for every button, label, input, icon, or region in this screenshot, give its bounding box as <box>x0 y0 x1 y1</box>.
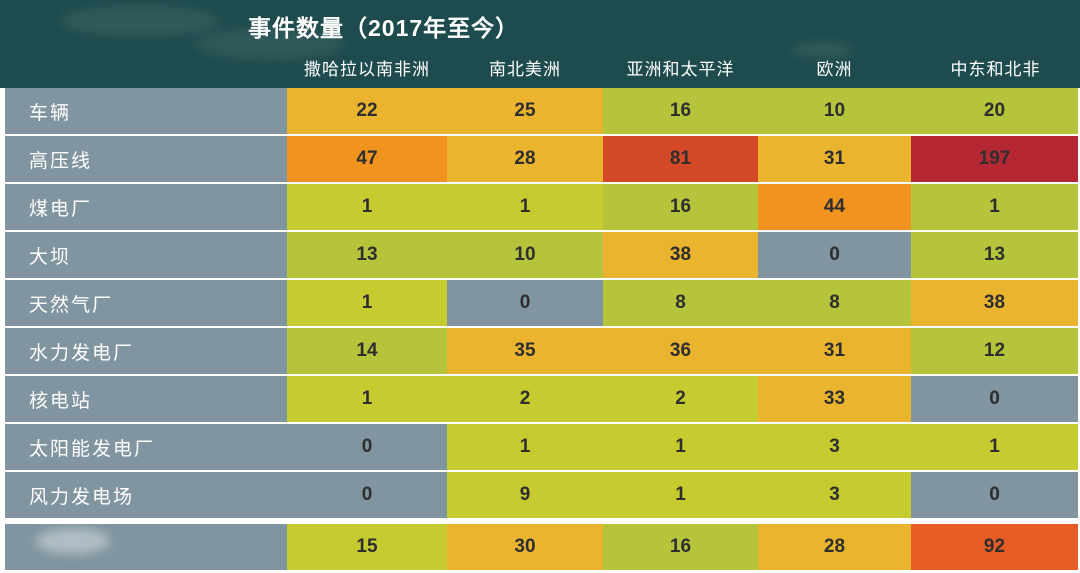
heatmap-cell: 1 <box>911 184 1078 230</box>
heatmap-cell: 15 <box>287 524 447 570</box>
heatmap-cell: 16 <box>603 184 758 230</box>
column-header-asia-pacific: 亚洲和太平洋 <box>626 60 735 79</box>
heatmap-cell: 0 <box>447 280 603 326</box>
heatmap-cell: 1 <box>287 376 447 422</box>
heatmap-cell: 30 <box>447 524 603 570</box>
heatmap-cell: 1 <box>447 424 603 470</box>
table-row: 煤电厂 1 1 16 44 1 <box>5 184 1078 230</box>
table-row: 核电站 1 2 2 33 0 <box>5 376 1078 422</box>
column-header-europe: 欧洲 <box>816 60 853 79</box>
heatmap-cell: 31 <box>758 328 911 374</box>
heatmap-cell: 13 <box>287 232 447 278</box>
heatmap-cell: 47 <box>287 136 447 182</box>
heatmap-cell: 197 <box>911 136 1078 182</box>
heatmap-cell: 81 <box>603 136 758 182</box>
heatmap-cell: 25 <box>447 88 603 134</box>
column-header-americas: 南北美洲 <box>489 60 561 79</box>
row-label: 太阳能发电厂 <box>5 424 287 470</box>
column-header-sub-saharan-africa: 撒哈拉以南非洲 <box>304 60 430 79</box>
heatmap-rows: 车辆 22 25 16 10 20 高压线 47 28 81 31 197 煤电厂 1 1 16 44 1 大坝 13… <box>0 88 1080 572</box>
heatmap-cell: 12 <box>911 328 1078 374</box>
heatmap-cell: 1 <box>911 424 1078 470</box>
row-label: 车辆 <box>5 88 287 134</box>
table-header: 事件数量（2017年至今） 撒哈拉以南非洲 南北美洲 亚洲和太平洋 欧洲 中东和… <box>0 0 1080 88</box>
heatmap-cell: 2 <box>447 376 603 422</box>
heatmap-cell: 92 <box>911 524 1078 570</box>
heatmap-cell: 22 <box>287 88 447 134</box>
heatmap-cell: 0 <box>758 232 911 278</box>
table-row: 大坝 13 10 38 0 13 <box>5 232 1078 278</box>
heatmap-cell: 13 <box>911 232 1078 278</box>
heatmap-cell: 14 <box>287 328 447 374</box>
heatmap-cell: 36 <box>603 328 758 374</box>
heatmap-cell: 2 <box>603 376 758 422</box>
heatmap-cell: 16 <box>603 524 758 570</box>
heatmap-cell: 1 <box>287 280 447 326</box>
table-row: 15 30 16 28 92 <box>5 524 1078 570</box>
row-label: 风力发电场 <box>5 472 287 518</box>
row-label: 天然气厂 <box>5 280 287 326</box>
row-label: 煤电厂 <box>5 184 287 230</box>
row-label: 核电站 <box>5 376 287 422</box>
heatmap-cell: 33 <box>758 376 911 422</box>
heatmap-cell: 44 <box>758 184 911 230</box>
heatmap-cell: 1 <box>603 424 758 470</box>
heatmap-cell: 10 <box>758 88 911 134</box>
heatmap-cell: 9 <box>447 472 603 518</box>
table-row: 太阳能发电厂 0 1 1 3 1 <box>5 424 1078 470</box>
heatmap-cell: 35 <box>447 328 603 374</box>
heatmap-cell: 20 <box>911 88 1078 134</box>
heatmap-cell: 0 <box>911 472 1078 518</box>
heatmap-cell: 1 <box>447 184 603 230</box>
heatmap-cell: 0 <box>287 424 447 470</box>
heatmap-cell: 1 <box>603 472 758 518</box>
table-row: 高压线 47 28 81 31 197 <box>5 136 1078 182</box>
heatmap-cell: 1 <box>287 184 447 230</box>
table-row: 车辆 22 25 16 10 20 <box>5 88 1078 134</box>
chart-title: 事件数量（2017年至今） <box>248 15 520 41</box>
blur-smudge <box>60 6 220 36</box>
column-header-spacer <box>0 52 287 80</box>
heatmap-cell: 38 <box>603 232 758 278</box>
row-label: 水力发电厂 <box>5 328 287 374</box>
heatmap-cell: 28 <box>447 136 603 182</box>
heatmap-cell: 8 <box>603 280 758 326</box>
heatmap-cell: 16 <box>603 88 758 134</box>
table-row: 天然气厂 1 0 8 8 38 <box>5 280 1078 326</box>
row-label <box>5 524 287 570</box>
heatmap-cell: 3 <box>758 472 911 518</box>
column-header-mena: 中东和北非 <box>950 60 1041 79</box>
table-row: 水力发电厂 14 35 36 31 12 <box>5 328 1078 374</box>
heatmap-cell: 31 <box>758 136 911 182</box>
heatmap-cell: 0 <box>911 376 1078 422</box>
heatmap-cell: 0 <box>287 472 447 518</box>
column-header-row: 撒哈拉以南非洲 南北美洲 亚洲和太平洋 欧洲 中东和北非 <box>0 52 1080 80</box>
heatmap-cell: 38 <box>911 280 1078 326</box>
table-row: 风力发电场 0 9 1 3 0 <box>5 472 1078 518</box>
row-label: 高压线 <box>5 136 287 182</box>
row-label: 大坝 <box>5 232 287 278</box>
heatmap-cell: 10 <box>447 232 603 278</box>
heatmap-cell: 28 <box>758 524 911 570</box>
heatmap-cell: 8 <box>758 280 911 326</box>
heatmap-cell: 3 <box>758 424 911 470</box>
